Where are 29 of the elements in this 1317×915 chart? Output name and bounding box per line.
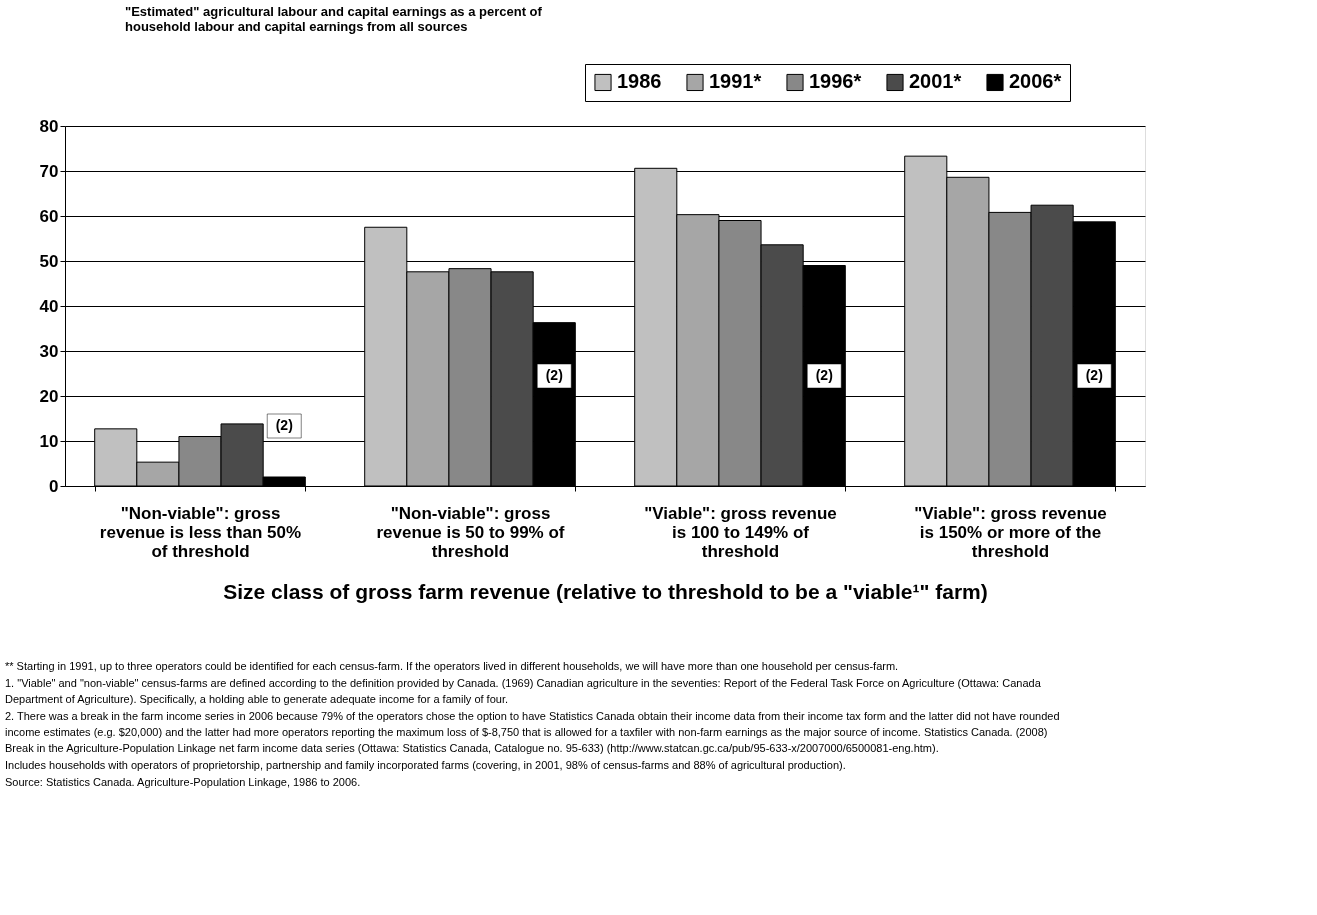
source-note: Source: Statistics Canada. Agriculture-Population Linkage, 1986 to 2006. bbox=[5, 776, 361, 788]
legend-label: 1996* bbox=[809, 70, 862, 93]
legend-label: 1986 bbox=[617, 70, 662, 93]
legend-label: 2006* bbox=[1009, 70, 1062, 93]
y-tick-label: 50 bbox=[39, 251, 59, 271]
text: 1. "Viable" and "non-viable" census-farms are defined according to the definition provided by Canada. (1969) Canadian agriculture in the seventies: Report of the Federal Task Force on Agriculture (Ottawa: Canada Department of Agriculture). Specifically, a holding able to generate adequate income for a family of four. bbox=[5, 677, 1042, 705]
text: 2. There was a break in the farm income series in 2006 because 79% of the operators chose the option to have Statistics Canada obtain their income data from their income tax form and the latter did not have rounded income estimates (e.g. $20,000) and the latter had more operators reporting the maximum loss of $-8,750 that is allowed for a taxfiler with non-farm earnings as the major source of income. Statistics Canada. (2008) Break in the Agriculture-Population Linkage net farm income data series (Ottawa: Statistics Canada, Catalogue no. 95-633) (http://www.statcan.gc.ca/pub/95-633-x/2007000/6500081-eng.htm). bbox=[5, 710, 1060, 754]
y-tick-label: 20 bbox=[39, 386, 59, 406]
y-tick-label: 70 bbox=[39, 161, 59, 181]
annotation: (2) bbox=[545, 367, 563, 383]
annotation: (2) bbox=[815, 367, 833, 383]
y-tick-label: 40 bbox=[39, 296, 59, 316]
annotation: (2) bbox=[275, 417, 293, 433]
legend-label: 1991* bbox=[709, 70, 762, 93]
legend-label: 2001* bbox=[909, 70, 962, 93]
x-axis-title: Size class of gross farm revenue (relative to threshold to be a "viable¹" farm) bbox=[223, 579, 988, 603]
text: ** Starting in 1991, up to three operators could be identified for each census-farm. If the operators lived in different households, we will have more than one household per census-farm. bbox=[5, 660, 899, 672]
y-tick-label: 60 bbox=[39, 206, 59, 226]
x-tick-label: "Non-viable": gross revenue is less than 50% of threshold bbox=[99, 503, 302, 561]
y-tick-label: 10 bbox=[39, 431, 59, 451]
y-tick-label: 30 bbox=[39, 341, 59, 361]
chart-title: "Estimated" agricultural labour and capital earnings as a percent of household labour and capital earnings from all sources bbox=[125, 3, 543, 34]
x-tick-label: "Viable": gross revenue is 100 to 149% of threshold bbox=[644, 503, 837, 561]
annotation: (2) bbox=[1085, 367, 1103, 383]
x-tick-label: "Non-viable": gross revenue is 50 to 99% of threshold bbox=[376, 503, 565, 561]
x-tick-label: "Viable": gross revenue is 150% or more of the threshold bbox=[914, 503, 1107, 561]
y-tick-label: 0 bbox=[49, 476, 59, 496]
y-tick-label: 80 bbox=[39, 116, 59, 136]
text: Includes households with operators of proprietorship, partnership and family incorporated farms (covering, in 2001, 98% of census-farms and 88% of agricultural production). bbox=[5, 759, 846, 771]
